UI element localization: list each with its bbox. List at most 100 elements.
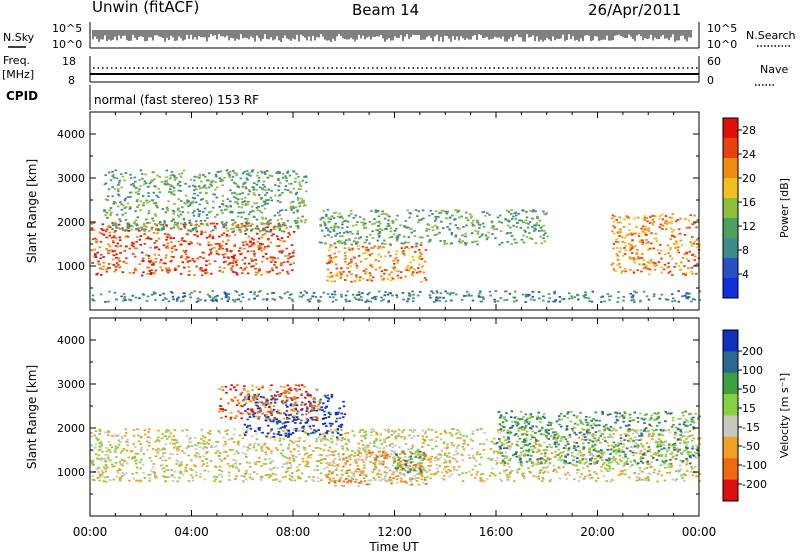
pixel-cell — [181, 473, 185, 476]
pixel-cell — [393, 460, 396, 463]
pixel-cell — [166, 208, 169, 210]
pixel-cell — [421, 209, 425, 212]
pixel-cell — [337, 250, 341, 253]
pixel-cell — [273, 257, 276, 259]
pixel-cell — [106, 454, 110, 457]
pixel-cell — [175, 299, 179, 302]
pixel-cell — [357, 450, 360, 453]
pixel-cell — [656, 472, 660, 475]
pixel-cell — [357, 458, 360, 461]
pixel-cell — [358, 279, 361, 282]
pixel-cell — [489, 448, 493, 450]
pixel-cell — [464, 294, 467, 297]
pixel-cell — [402, 298, 405, 301]
pixel-cell — [371, 237, 375, 239]
pixel-cell — [221, 240, 225, 243]
pixel-cell — [229, 170, 232, 173]
pixel-cell — [414, 465, 418, 468]
pixel-cell — [659, 243, 662, 246]
pixel-cell — [448, 459, 451, 462]
pixel-cell — [345, 230, 348, 233]
pixel-cell — [345, 443, 348, 446]
pixel-cell — [113, 235, 116, 238]
pixel-cell — [266, 221, 269, 224]
pixel-cell — [218, 457, 222, 460]
nsky-tick-bottom: 10^0 — [52, 38, 82, 51]
pixel-cell — [599, 469, 603, 472]
pixel-cell — [123, 297, 126, 300]
pixel-cell — [664, 453, 668, 456]
pixel-cell — [95, 436, 98, 439]
pixel-cell — [127, 227, 130, 230]
pixel-cell — [240, 223, 244, 226]
pixel-cell — [410, 266, 413, 269]
pixel-cell — [292, 230, 296, 233]
pixel-cell — [169, 432, 172, 435]
pixel-cell — [249, 291, 252, 293]
pixel-cell — [363, 241, 366, 244]
pixel-cell — [452, 444, 456, 447]
pixel-cell — [221, 200, 225, 202]
pixel-cell — [407, 448, 410, 451]
pixel-cell — [370, 279, 374, 282]
pixel-cell — [531, 210, 535, 213]
pixel-cell — [180, 464, 183, 466]
pixel-cell — [446, 446, 449, 449]
pixel-cell — [458, 474, 461, 476]
pixel-cell — [240, 198, 244, 200]
pixel-cell — [159, 223, 163, 226]
pixel-cell — [177, 215, 181, 218]
pixel-cell — [364, 222, 367, 225]
pixel-cell — [591, 435, 594, 438]
pixel-cell — [148, 260, 151, 263]
pixel-cell — [219, 473, 223, 476]
pixel-cell — [198, 173, 202, 176]
pixel-cell — [164, 256, 168, 259]
pixel-cell — [172, 435, 175, 438]
pixel-cell — [131, 457, 134, 460]
pixel-cell — [394, 475, 398, 478]
pixel-cell — [633, 261, 636, 264]
pixel-cell — [270, 190, 273, 192]
pixel-cell — [370, 431, 373, 434]
pixel-cell — [403, 235, 406, 238]
pixel-cell — [145, 225, 148, 228]
pixel-cell — [248, 465, 252, 468]
pixel-cell — [160, 467, 164, 470]
pixel-cell — [413, 429, 417, 431]
pixel-cell — [450, 434, 454, 437]
pixel-cell — [106, 249, 110, 252]
pixel-cell — [295, 225, 298, 227]
pixel-cell — [584, 291, 587, 294]
pixel-cell — [677, 469, 680, 472]
pixel-cell — [538, 219, 541, 222]
pixel-cell — [170, 247, 174, 250]
pixel-cell — [171, 480, 175, 482]
pixel-cell — [197, 215, 201, 217]
pixel-cell — [451, 457, 455, 459]
pixel-cell — [360, 299, 364, 302]
pixel-cell — [189, 223, 193, 225]
pixel-cell — [497, 452, 500, 454]
pixel-cell — [326, 208, 330, 211]
pixel-cell — [620, 470, 623, 472]
pixel-cell — [459, 433, 462, 436]
pixel-cell — [334, 479, 338, 482]
pixel-cell — [395, 228, 398, 230]
pixel-cell — [456, 452, 459, 455]
pixel-cell — [220, 221, 224, 223]
pixel-cell — [609, 480, 612, 483]
pixel-cell — [122, 448, 125, 450]
pixel-cell — [270, 234, 274, 237]
pixel-cell — [392, 462, 396, 464]
pixel-cell — [445, 447, 449, 450]
pixel-cell — [534, 463, 538, 466]
pixel-cell — [138, 188, 141, 191]
pixel-cell — [97, 454, 100, 457]
pixel-cell — [442, 227, 445, 229]
pixel-cell — [164, 435, 168, 438]
pixel-cell — [660, 459, 664, 462]
pixel-cell — [237, 205, 241, 208]
pixel-cell — [378, 232, 381, 234]
pixel-cell — [304, 219, 307, 221]
